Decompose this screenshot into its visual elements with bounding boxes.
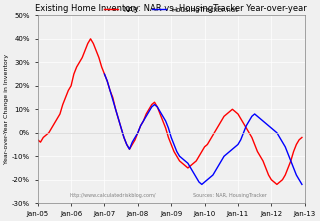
Y-axis label: Year-over-Year Change in Inventory: Year-over-Year Change in Inventory — [4, 54, 9, 164]
HousingTracker.net — [200, 183, 204, 186]
HousingTracker.net — [217, 164, 220, 167]
Text: http://www.calculatedriskblog.com/: http://www.calculatedriskblog.com/ — [69, 192, 156, 198]
HousingTracker.net — [150, 106, 154, 108]
NAR — [36, 139, 40, 141]
HousingTracker.net — [230, 148, 234, 151]
NAR — [153, 101, 156, 104]
NAR — [72, 73, 76, 75]
Text: Sources: NAR, HousingTracker: Sources: NAR, HousingTracker — [193, 192, 267, 198]
HousingTracker.net — [169, 136, 173, 139]
Line: NAR: NAR — [38, 39, 302, 184]
Legend: NAR, HousingTracker.net: NAR, HousingTracker.net — [101, 4, 241, 15]
NAR — [283, 174, 287, 176]
NAR — [300, 136, 304, 139]
NAR — [180, 162, 184, 165]
Title: Existing Home Inventory: NAR vs. HousingTracker Year-over-year: Existing Home Inventory: NAR vs. Housing… — [35, 4, 307, 13]
NAR — [275, 183, 279, 186]
NAR — [89, 38, 92, 40]
HousingTracker.net — [300, 183, 304, 186]
NAR — [172, 150, 176, 153]
HousingTracker.net — [130, 141, 134, 143]
Line: HousingTracker.net: HousingTracker.net — [104, 74, 302, 184]
HousingTracker.net — [239, 139, 243, 141]
HousingTracker.net — [102, 73, 106, 75]
NAR — [114, 108, 117, 110]
